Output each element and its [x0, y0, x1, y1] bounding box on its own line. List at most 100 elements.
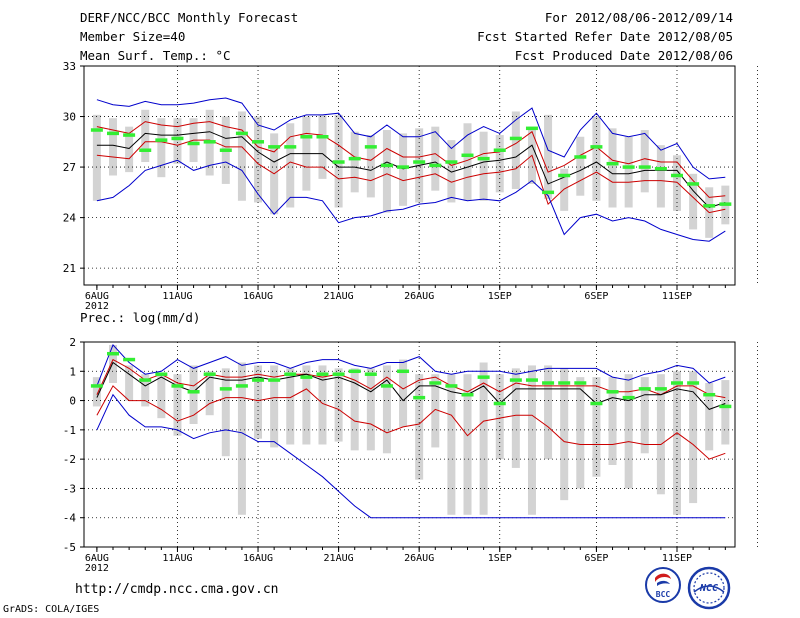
temp-range-bar [254, 116, 263, 203]
chart-title: DERF/NCC/BCC Monthly Forecast [80, 10, 299, 25]
prec-range-bar [511, 368, 520, 468]
temp-range-bar [350, 131, 359, 193]
prec-series-mean [96, 361, 726, 410]
temp-range-bar [608, 128, 617, 208]
prec-range-bar [189, 365, 198, 424]
prec-series-lower [96, 385, 726, 460]
prec-range-bar [221, 368, 230, 457]
temp-panel: 21 24 27 30 33 6AUG 11AUG 16AUG 21AUG 26AUG 1SEP 6S… [63, 60, 758, 312]
prec-ytick-label: -1 [63, 424, 76, 437]
temp-range-bar [318, 114, 327, 179]
prec-series-min [96, 393, 726, 519]
prec-ytick-label: -3 [63, 482, 76, 495]
prec-range-bar [318, 365, 327, 445]
temp-ytick-label: 30 [63, 111, 76, 124]
variable-label-precipitation: Prec.: log(mm/d) [80, 310, 201, 325]
temp-range-bar [286, 123, 295, 208]
temp-range-bar [576, 136, 585, 196]
temp-xtick-label: 6AUG [85, 291, 109, 302]
temp-xtick-label: 16AUG [243, 291, 273, 302]
prec-ytick-label: -4 [63, 512, 77, 525]
prec-range-bar [382, 365, 391, 454]
forecast-produced-date: Fcst Produced Date 2012/08/06 [514, 48, 733, 63]
temp-series-mean [96, 131, 726, 209]
prec-xtick-label: 6AUG [85, 553, 109, 564]
temp-range-bar [399, 133, 408, 206]
prec-xtick-label: 1SEP [488, 553, 512, 564]
prec-range-bar [350, 368, 359, 451]
temp-frame [83, 65, 736, 286]
temp-range-bar [511, 111, 520, 189]
prec-xtick-label: 21AUG [324, 553, 354, 564]
temp-ytick-label: 21 [63, 262, 76, 275]
temp-xtick-label: 11AUG [162, 291, 192, 302]
temp-range-bar [544, 114, 553, 200]
grads-credit: GrADS: COLA/IGES [3, 604, 100, 615]
prec-range-bar [495, 374, 504, 460]
prec-range-bar [286, 368, 295, 445]
prec-xtick-label: 11SEP [662, 553, 692, 564]
prec-range-bar [141, 374, 150, 407]
prec-range-bar [672, 371, 681, 515]
prec-range-bar [656, 374, 665, 495]
temp-ytick-label: 33 [63, 60, 76, 73]
member-size: Member Size=40 [80, 29, 186, 44]
temp-xtick-label: 11SEP [662, 291, 692, 302]
temp-range-bar [141, 109, 150, 163]
temp-range-bar [689, 173, 698, 230]
prec-range-bar [721, 380, 730, 445]
prec-range-bar [270, 365, 279, 448]
temp-range-bar [479, 131, 488, 201]
prec-range-bar [479, 362, 488, 515]
temp-range-bar [157, 118, 166, 178]
temp-range-bar [366, 135, 375, 198]
temp-series-upper [96, 121, 726, 198]
temp-range-bar [92, 114, 101, 201]
temp-xtick-label: 1SEP [488, 291, 512, 302]
prec-range-bar [109, 344, 118, 383]
prec-range-bar [608, 377, 617, 465]
prec-range-bar [640, 377, 649, 454]
temp-xtick-label: 21AUG [324, 291, 354, 302]
prec-range-bar [576, 377, 585, 489]
temp-range-bar [656, 145, 665, 208]
temp-range-bar [382, 130, 391, 213]
prec-range-bar [92, 377, 101, 407]
prec-range-bar [705, 383, 714, 451]
prec-ytick-label: 2 [69, 336, 76, 349]
bcc-logo-text: BCC [656, 590, 671, 599]
prec-ytick-label: 0 [69, 395, 76, 408]
prec-xtick-label: 11AUG [162, 553, 192, 564]
prec-range-bar [624, 374, 633, 489]
prec-xtick-label: 16AUG [243, 553, 273, 564]
temp-range-bar [640, 130, 649, 193]
prec-range-bar [560, 368, 569, 501]
ncc-logo: NCC [687, 566, 731, 610]
temp-xtick-label: 26AUG [404, 291, 434, 302]
temp-ytick-label: 24 [63, 212, 77, 225]
prec-series-upper [96, 358, 726, 399]
source-url[interactable]: http://cmdp.ncc.cma.gov.cn [75, 582, 279, 597]
prec-range-bar [366, 368, 375, 451]
ncc-logo-text: NCC [699, 583, 718, 594]
temp-range-bar [672, 155, 681, 211]
prec-range-bar [689, 371, 698, 504]
temp-range-bar [173, 118, 182, 164]
temp-range-bar [560, 168, 569, 211]
prec-range-bar [399, 359, 408, 427]
prec-range-bar [125, 365, 134, 401]
bcc-logo: BCC [645, 567, 681, 603]
prec-range-bar [157, 374, 166, 419]
forecast-period: For 2012/08/06-2012/09/14 [544, 10, 733, 25]
temp-xtick-year: 2012 [85, 301, 109, 312]
prec-range-bar [334, 368, 343, 442]
temp-xtick-label: 6SEP [584, 291, 608, 302]
prec-range-bar [447, 374, 456, 515]
temp-series-max [96, 97, 726, 180]
prec-range-bar [463, 374, 472, 515]
prec-series-max [96, 343, 726, 387]
temp-range-bar [463, 123, 472, 201]
temp-range-bar [237, 111, 246, 201]
